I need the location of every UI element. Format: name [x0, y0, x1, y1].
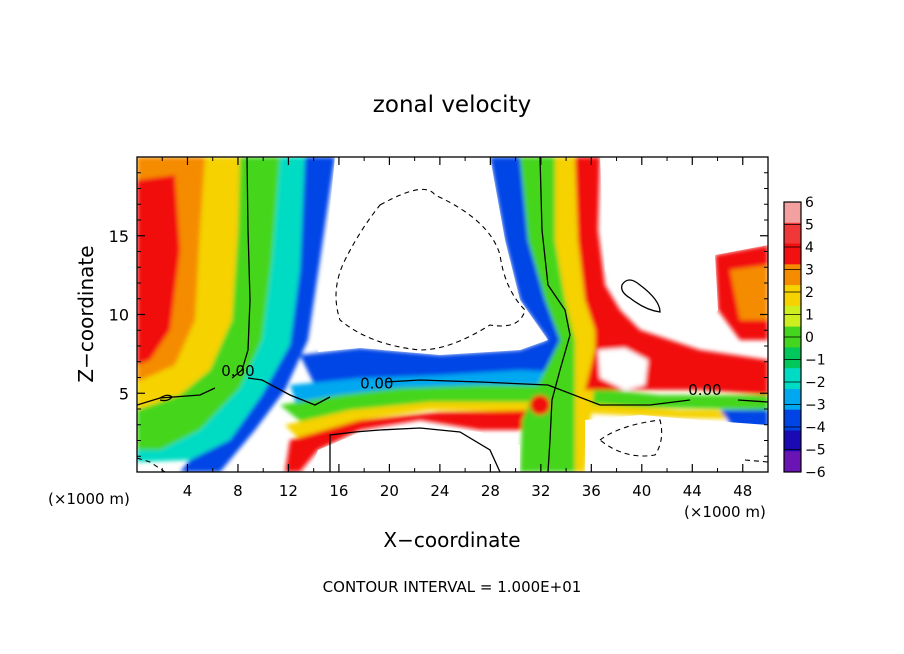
colorbar-swatch: [784, 430, 801, 452]
colorbar-label: 0: [805, 330, 814, 346]
colorbar-swatch: [784, 388, 801, 411]
colorbar-swatch: [784, 285, 801, 307]
colorbar-label: 4: [805, 240, 814, 256]
negative-contour-bottom-left: [137, 457, 166, 472]
contour-label: 0.00: [360, 375, 393, 393]
field-right-column-green: [520, 157, 575, 472]
colorbar-swatch: [784, 243, 801, 265]
colorbar-label: 1: [805, 308, 814, 324]
field-mid-band-red: [285, 410, 560, 472]
contour-label: 0.00: [221, 362, 254, 380]
y-axis-label: Z−coordinate: [74, 245, 98, 382]
velocity-field: [137, 157, 768, 472]
colorbar-label: −2: [805, 375, 826, 391]
x-tick-label: 44: [683, 482, 702, 500]
colorbar-swatch: [784, 264, 801, 286]
x-axis-label: X−coordinate: [383, 528, 520, 552]
y-axis-ticks: 5 10 15: [109, 172, 768, 457]
colorbar-label: 5: [805, 218, 814, 234]
x-tick-label: 8: [233, 482, 243, 500]
colorbar-swatch: [784, 451, 801, 473]
field-red-spot: [530, 395, 550, 415]
colorbar-swatch: [784, 222, 801, 245]
colorbar-swatch: [784, 409, 801, 431]
colorbar-swatch: [784, 305, 801, 328]
x-unit-right: (×1000 m): [684, 503, 766, 521]
zero-contour-column: [539, 157, 571, 472]
field-right-column-yellow: [555, 157, 595, 472]
chart-title: zonal velocity: [373, 92, 531, 118]
negative-contour-upper: [335, 188, 526, 351]
contour-interval-note: CONTOUR INTERVAL = 1.000E+01: [323, 578, 582, 596]
colorbar-swatch: [784, 347, 801, 369]
field-mid-band-green: [280, 385, 768, 425]
field-left-cyan: [137, 157, 305, 462]
x-tick-label: 28: [481, 482, 500, 500]
zero-contour-left: [231, 157, 251, 379]
negative-contours: [137, 188, 768, 472]
colorbar-label: −6: [805, 465, 826, 481]
field-left-blue: [180, 157, 335, 472]
x-axis-ticks: 4 8 12 16 20 24 28 32 36 40 44 48: [161, 157, 752, 500]
negative-contour-bottom-right: [744, 459, 768, 463]
x-tick-label: 12: [279, 482, 298, 500]
colorbar-swatch: [784, 368, 801, 390]
field-left-red: [137, 175, 180, 365]
colorbar-swatch: [784, 202, 801, 224]
field-upper-white: [318, 157, 548, 355]
zero-contour-mid: [137, 377, 768, 406]
zero-contour-small-loop: [621, 279, 661, 313]
colorbar-label: −5: [805, 443, 826, 459]
field-right-column-blue: [490, 157, 560, 380]
y-tick-label: 15: [109, 227, 129, 246]
field-mid-band-yellow: [285, 402, 768, 440]
colorbar-label: −3: [805, 398, 826, 414]
colorbar-label: −4: [805, 420, 826, 436]
colorbar-label: 3: [805, 263, 814, 279]
field-right-hole: [598, 348, 648, 390]
y-tick-label: 10: [109, 306, 129, 325]
x-tick-label: 48: [733, 482, 752, 500]
zero-contours: [137, 157, 768, 472]
y-tick-label: 5: [119, 384, 129, 403]
x-tick-label: 36: [582, 482, 601, 500]
negative-contour-lower-right: [599, 419, 663, 457]
zero-contour-lower-left: [329, 427, 501, 472]
x-tick-label: 24: [430, 482, 449, 500]
x-tick-label: 32: [531, 482, 550, 500]
x-unit-left: (×1000 m): [48, 490, 130, 508]
x-tick-label: 40: [632, 482, 651, 500]
field-lower-right-white: [585, 415, 768, 472]
x-tick-label: 16: [329, 482, 348, 500]
x-tick-label: 20: [380, 482, 399, 500]
colorbar-label: 2: [805, 285, 814, 301]
zero-contour-tiny-left: [159, 394, 173, 402]
colorbar-label: −1: [805, 353, 826, 369]
colorbar-label: 6: [805, 195, 814, 211]
x-tick-label: 4: [183, 482, 193, 500]
contour-labels: 0.00 0.00 0.00: [221, 362, 721, 399]
contour-label: 0.00: [688, 381, 721, 399]
field-right-edge-blob-inner: [730, 265, 768, 320]
field-left-green: [137, 157, 280, 450]
colorbar: 6 5 4 3 2 1 0 −1 −2 −3 −4 −5 −6: [783, 195, 826, 481]
field-right-column-red: [575, 157, 640, 340]
